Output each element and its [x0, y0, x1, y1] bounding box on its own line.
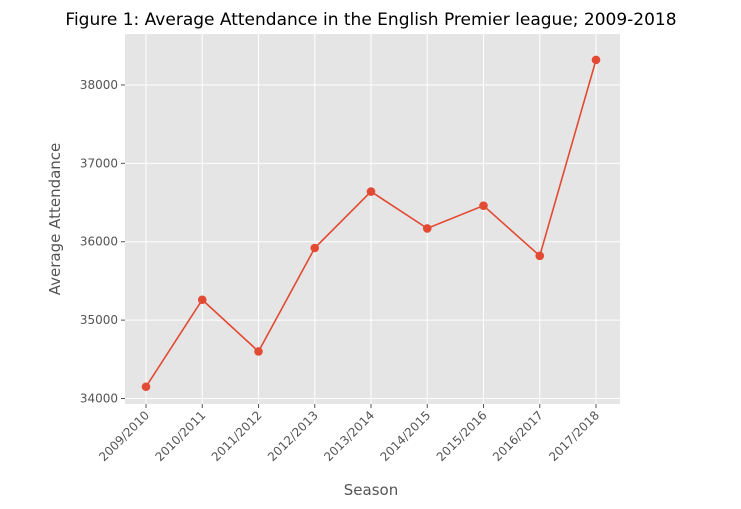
x-axis: 2009/2010 2010/2011 2011/2012 2012/2013 2013…	[96, 404, 602, 464]
data-point	[141, 382, 151, 392]
data-point	[422, 224, 432, 233]
y-axis: 34000 35000 36000 37000 38000	[80, 78, 125, 406]
x-tick-label: 2010/2011	[152, 408, 208, 464]
y-tick-label: 37000	[80, 156, 118, 170]
x-tick-label: 2017/2018	[546, 408, 602, 464]
data-point	[197, 295, 207, 305]
x-tick-label: 2016/2017	[490, 408, 546, 464]
plot-area	[125, 34, 620, 404]
data-point	[591, 55, 601, 65]
series-layer	[141, 55, 601, 392]
y-tick-label: 35000	[80, 313, 118, 327]
data-point	[535, 251, 545, 261]
x-tick-label: 2012/2013	[265, 408, 321, 464]
y-tick-label: 36000	[80, 235, 118, 249]
x-tick-label: 2014/2015	[377, 408, 433, 464]
chart-title: Figure 1: Average Attendance in the Engl…	[65, 10, 676, 30]
x-tick-label: 2015/2016	[434, 408, 490, 464]
y-tick-label: 34000	[80, 392, 118, 406]
data-point	[254, 347, 263, 356]
x-axis-label: Season	[344, 481, 398, 499]
grid-lines	[125, 34, 620, 404]
data-point	[479, 201, 488, 210]
data-point	[310, 243, 320, 253]
x-tick-label: 2013/2014	[321, 408, 377, 464]
x-tick-label: 2011/2012	[209, 408, 265, 464]
data-point	[366, 187, 376, 196]
y-tick-label: 38000	[80, 78, 118, 92]
y-axis-label: Average Attendance	[46, 143, 64, 296]
x-tick-label: 2009/2010	[96, 408, 152, 464]
